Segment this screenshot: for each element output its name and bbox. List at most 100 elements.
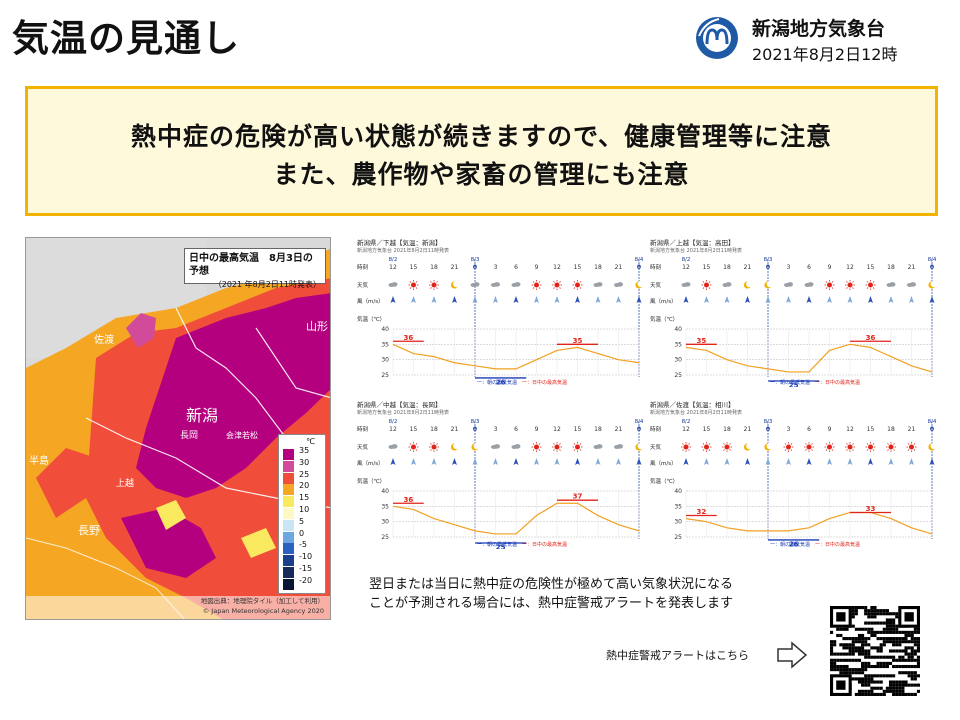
time-tick: 21: [615, 426, 623, 433]
time-tick: 18: [887, 426, 895, 433]
row-label: 気温（℃）: [650, 315, 678, 323]
time-tick: 18: [723, 426, 731, 433]
moon-icon: [928, 281, 936, 289]
sun-icon: [573, 280, 583, 290]
y-tick-label: 40: [674, 326, 682, 333]
sun-icon: [702, 442, 712, 452]
wind-arrow-icon: [452, 296, 457, 303]
y-tick-label: 35: [674, 341, 682, 348]
sun-icon: [552, 280, 562, 290]
legend-label: 20: [299, 481, 309, 490]
wind-arrow-icon: [848, 458, 853, 465]
wind-arrow-icon: [411, 296, 416, 303]
wind-arrow-icon: [575, 458, 580, 465]
time-tick: 3: [787, 264, 791, 271]
time-tick: 9: [535, 264, 539, 271]
moon-icon: [764, 281, 773, 289]
page-title: 気温の見通し: [12, 8, 240, 62]
sun-icon: [845, 442, 855, 452]
y-tick-label: 25: [674, 534, 682, 541]
legend-max-label: 一：日中の最高気温: [815, 541, 860, 548]
row-label: 時刻: [650, 425, 662, 433]
map-label-hanto: 半島: [29, 454, 49, 467]
legend-max-label: 一：日中の最高気温: [522, 541, 567, 548]
max-temp-label: 36: [404, 334, 414, 342]
y-tick-label: 40: [381, 326, 389, 333]
sun-icon: [409, 280, 419, 290]
qr-code-icon[interactable]: [830, 606, 920, 696]
wind-arrow-icon: [868, 458, 873, 465]
sun-icon: [429, 280, 439, 290]
wind-arrow-icon: [555, 458, 560, 465]
cloud-icon: [682, 282, 691, 287]
map-label-nagaoka: 長岡: [180, 430, 198, 441]
time-tick: 21: [744, 264, 752, 271]
date-mark: 8/2: [682, 257, 691, 263]
row-label: 風（m/s）: [650, 460, 677, 467]
max-temp-label: 33: [866, 505, 876, 513]
time-tick: 15: [410, 264, 418, 271]
mini-chart-issued: 新潟地方気象台 2021年8月2日11時発表: [650, 409, 742, 416]
forecast-chart-chuetsu: 新潟県／中越【気温：長岡】 新潟地方気象台 2021年8月2日11時発表 8/2 8/…: [357, 399, 643, 549]
wind-arrow-icon: [725, 458, 730, 465]
time-tick: 3: [494, 426, 498, 433]
time-tick: 6: [514, 264, 518, 271]
y-tick-label: 25: [381, 372, 389, 379]
cloud-icon: [784, 282, 793, 287]
legend-label: -15: [299, 564, 312, 573]
cloud-icon: [491, 282, 500, 287]
max-temp-label: 36: [404, 496, 414, 504]
date-mark: 8/2: [389, 257, 398, 263]
legend-swatch: [283, 579, 294, 590]
row-label: 風（m/s）: [650, 298, 677, 305]
time-tick: 6: [514, 426, 518, 433]
moon-icon: [635, 443, 643, 451]
legend-label: 10: [299, 505, 309, 514]
max-temp-label: 35: [573, 337, 583, 345]
time-tick: 21: [451, 426, 459, 433]
time-tick: 15: [867, 426, 875, 433]
mini-chart-title: 新潟県／上越【気温：高田】: [650, 238, 735, 247]
wind-arrow-icon: [514, 296, 519, 303]
legend-swatch: [283, 449, 294, 460]
row-label: 天気: [357, 443, 369, 451]
moon-icon: [635, 281, 643, 289]
cloud-icon: [614, 282, 623, 287]
wind-arrow-icon: [827, 296, 832, 303]
sun-icon: [702, 280, 712, 290]
cloud-icon: [389, 444, 398, 449]
wind-arrow-icon: [807, 296, 812, 303]
time-tick: 18: [594, 426, 602, 433]
legend-swatch: [283, 567, 294, 578]
max-temp-label: 37: [573, 493, 583, 501]
wind-arrow-icon: [684, 296, 689, 303]
map-title: 日中の最高気温 8月3日の予想: [189, 252, 321, 278]
mini-chart-issued: 新潟地方気象台 2021年8月2日11時発表: [357, 409, 449, 416]
mini-chart-svg: 新潟県／中越【気温：長岡】新潟地方気象台 2021年8月2日11時発表8/2 8/…: [357, 399, 643, 549]
sun-icon: [532, 442, 542, 452]
time-tick: 12: [846, 426, 854, 433]
map-legend: ℃ 35 30 25 20 15 10 5 0 -5 -10 -15 -20: [278, 434, 326, 594]
sun-icon: [886, 442, 896, 452]
wind-arrow-icon: [889, 296, 894, 303]
wind-arrow-icon: [534, 458, 539, 465]
time-tick: 15: [410, 426, 418, 433]
legend-label: -20: [299, 576, 312, 585]
cloud-icon: [594, 282, 603, 287]
y-tick-label: 40: [674, 488, 682, 495]
cloud-icon: [907, 282, 916, 287]
map-label-yamagata: 山形: [306, 320, 328, 333]
legend-min-label: 一：朝の最低気温: [770, 379, 810, 386]
time-tick: 21: [744, 426, 752, 433]
alert-link-label[interactable]: 熱中症警戒アラートはこちら: [606, 647, 749, 663]
cloud-icon: [594, 444, 603, 449]
row-label: 時刻: [357, 425, 369, 433]
row-label: 天気: [650, 281, 662, 289]
legend-swatch: [283, 555, 294, 566]
wind-arrow-icon: [514, 458, 519, 465]
wind-arrow-icon: [745, 296, 750, 303]
sun-icon: [784, 442, 794, 452]
time-tick: 18: [430, 426, 438, 433]
cloud-icon: [614, 444, 623, 449]
